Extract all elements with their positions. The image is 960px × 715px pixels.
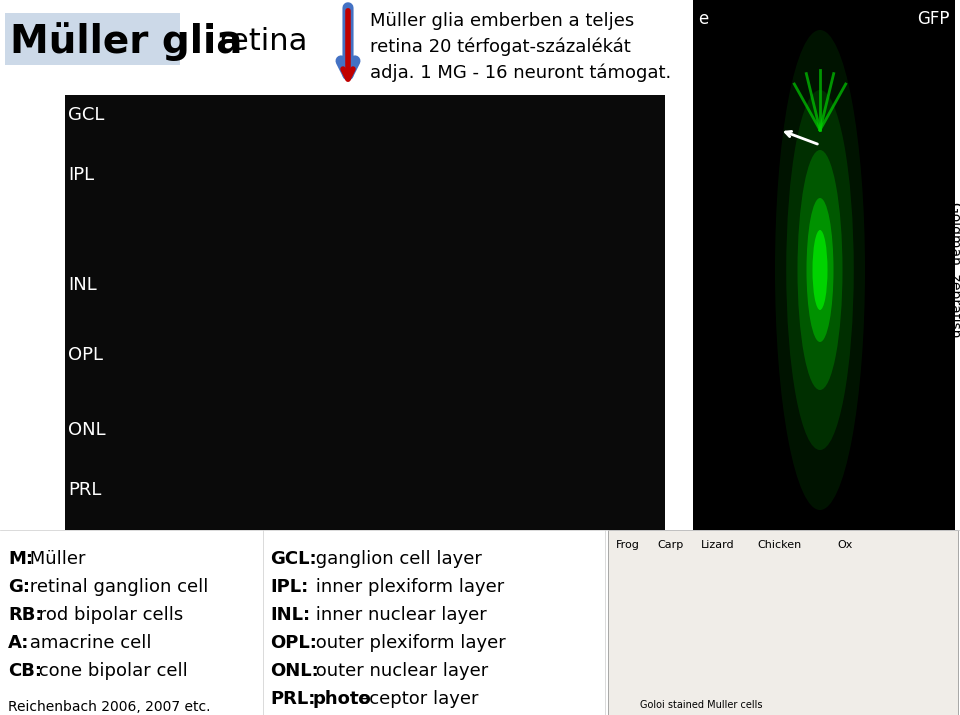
Text: ganglion cell layer: ganglion cell layer — [310, 550, 482, 568]
Ellipse shape — [775, 30, 865, 510]
Text: IPL:: IPL: — [270, 578, 308, 596]
Text: receptor layer: receptor layer — [351, 690, 478, 708]
Text: A:: A: — [8, 634, 30, 652]
Text: ONL: ONL — [68, 421, 106, 439]
Text: photo: photo — [313, 690, 372, 708]
Text: M:: M: — [8, 550, 33, 568]
Text: Carp: Carp — [657, 540, 684, 550]
Bar — [608, 530, 958, 715]
Text: Chicken: Chicken — [757, 540, 803, 550]
Text: OPL: OPL — [68, 346, 103, 364]
Text: G:: G: — [8, 578, 30, 596]
Text: GCL:: GCL: — [270, 550, 317, 568]
Text: ONL:: ONL: — [270, 662, 319, 680]
Text: OPL:: OPL: — [270, 634, 317, 652]
Text: inner nuclear layer: inner nuclear layer — [310, 606, 487, 624]
Text: GCL: GCL — [68, 106, 105, 124]
Text: Müller: Müller — [25, 550, 86, 568]
Text: INL: INL — [68, 276, 97, 294]
Text: CB:: CB: — [8, 662, 42, 680]
Text: Frog: Frog — [616, 540, 640, 550]
Text: Müller glia: Müller glia — [10, 23, 242, 61]
Text: RB:: RB: — [8, 606, 42, 624]
Text: Müller glia emberben a teljes
retina 20 térfogat-százalékát
adja. 1 MG - 16 neur: Müller glia emberben a teljes retina 20 … — [370, 12, 671, 82]
Ellipse shape — [812, 230, 828, 310]
Ellipse shape — [798, 150, 843, 390]
Bar — [65, 95, 665, 530]
Text: retina: retina — [218, 27, 307, 56]
Ellipse shape — [786, 90, 853, 450]
Text: Reichenbach 2006, 2007 etc.: Reichenbach 2006, 2007 etc. — [8, 700, 210, 714]
Text: PRL:: PRL: — [270, 690, 316, 708]
Text: Ox: Ox — [837, 540, 852, 550]
Text: Goldman, zebrafish: Goldman, zebrafish — [948, 202, 960, 337]
Text: PRL: PRL — [68, 481, 102, 499]
Text: INL:: INL: — [270, 606, 310, 624]
Bar — [5, 13, 180, 65]
Text: Lizard: Lizard — [701, 540, 734, 550]
Text: e: e — [698, 10, 708, 28]
Text: cone bipolar cell: cone bipolar cell — [33, 662, 188, 680]
Text: outer plexiform layer: outer plexiform layer — [310, 634, 506, 652]
Text: amacrine cell: amacrine cell — [25, 634, 152, 652]
Text: inner plexiform layer: inner plexiform layer — [310, 578, 504, 596]
Text: GFP: GFP — [918, 10, 950, 28]
Text: IPL: IPL — [68, 166, 94, 184]
Text: retinal ganglion cell: retinal ganglion cell — [25, 578, 209, 596]
Ellipse shape — [806, 198, 833, 342]
Text: rod bipolar cells: rod bipolar cells — [33, 606, 183, 624]
Text: Goloi stained Muller cells: Goloi stained Muller cells — [640, 700, 762, 710]
Text: outer nuclear layer: outer nuclear layer — [310, 662, 489, 680]
Bar — [693, 0, 955, 530]
